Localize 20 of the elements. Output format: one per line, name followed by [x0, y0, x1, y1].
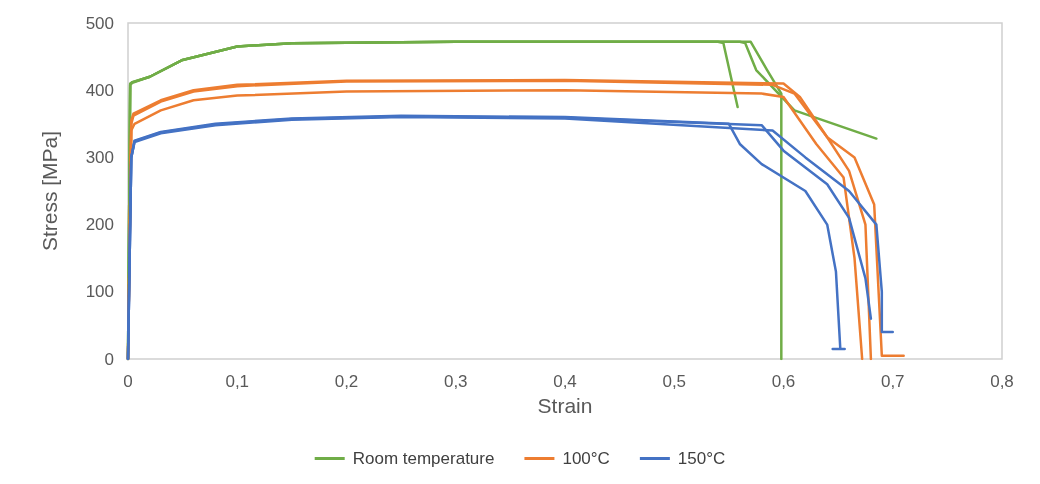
y-axis-title: Stress [MPa] — [38, 130, 61, 252]
x-tick-label: 0,4 — [553, 372, 577, 391]
x-axis-title: Strain — [537, 393, 593, 417]
y-tick-label: 100 — [85, 282, 114, 302]
x-tick-label: 0,7 — [880, 372, 905, 391]
x-tick-label: 0,6 — [771, 372, 796, 391]
y-tick-label: 0 — [104, 349, 114, 369]
x-tick-label: 0,5 — [662, 372, 687, 391]
x-tick-label: 0 — [123, 372, 133, 391]
legend-label: Room temperature — [352, 449, 495, 468]
x-tick-label: 0,3 — [443, 372, 468, 391]
x-tick-label: 0,8 — [990, 372, 1014, 391]
y-tick-label: 300 — [85, 147, 114, 167]
x-tick-label: 0,1 — [225, 372, 250, 391]
y-tick-label: 500 — [85, 13, 114, 33]
y-tick-label: 200 — [85, 215, 114, 235]
legend-label: 150°C — [677, 449, 726, 468]
x-tick-label: 0,2 — [334, 372, 359, 391]
legend-label: 100°C — [562, 449, 610, 468]
y-tick-label: 400 — [85, 80, 114, 100]
